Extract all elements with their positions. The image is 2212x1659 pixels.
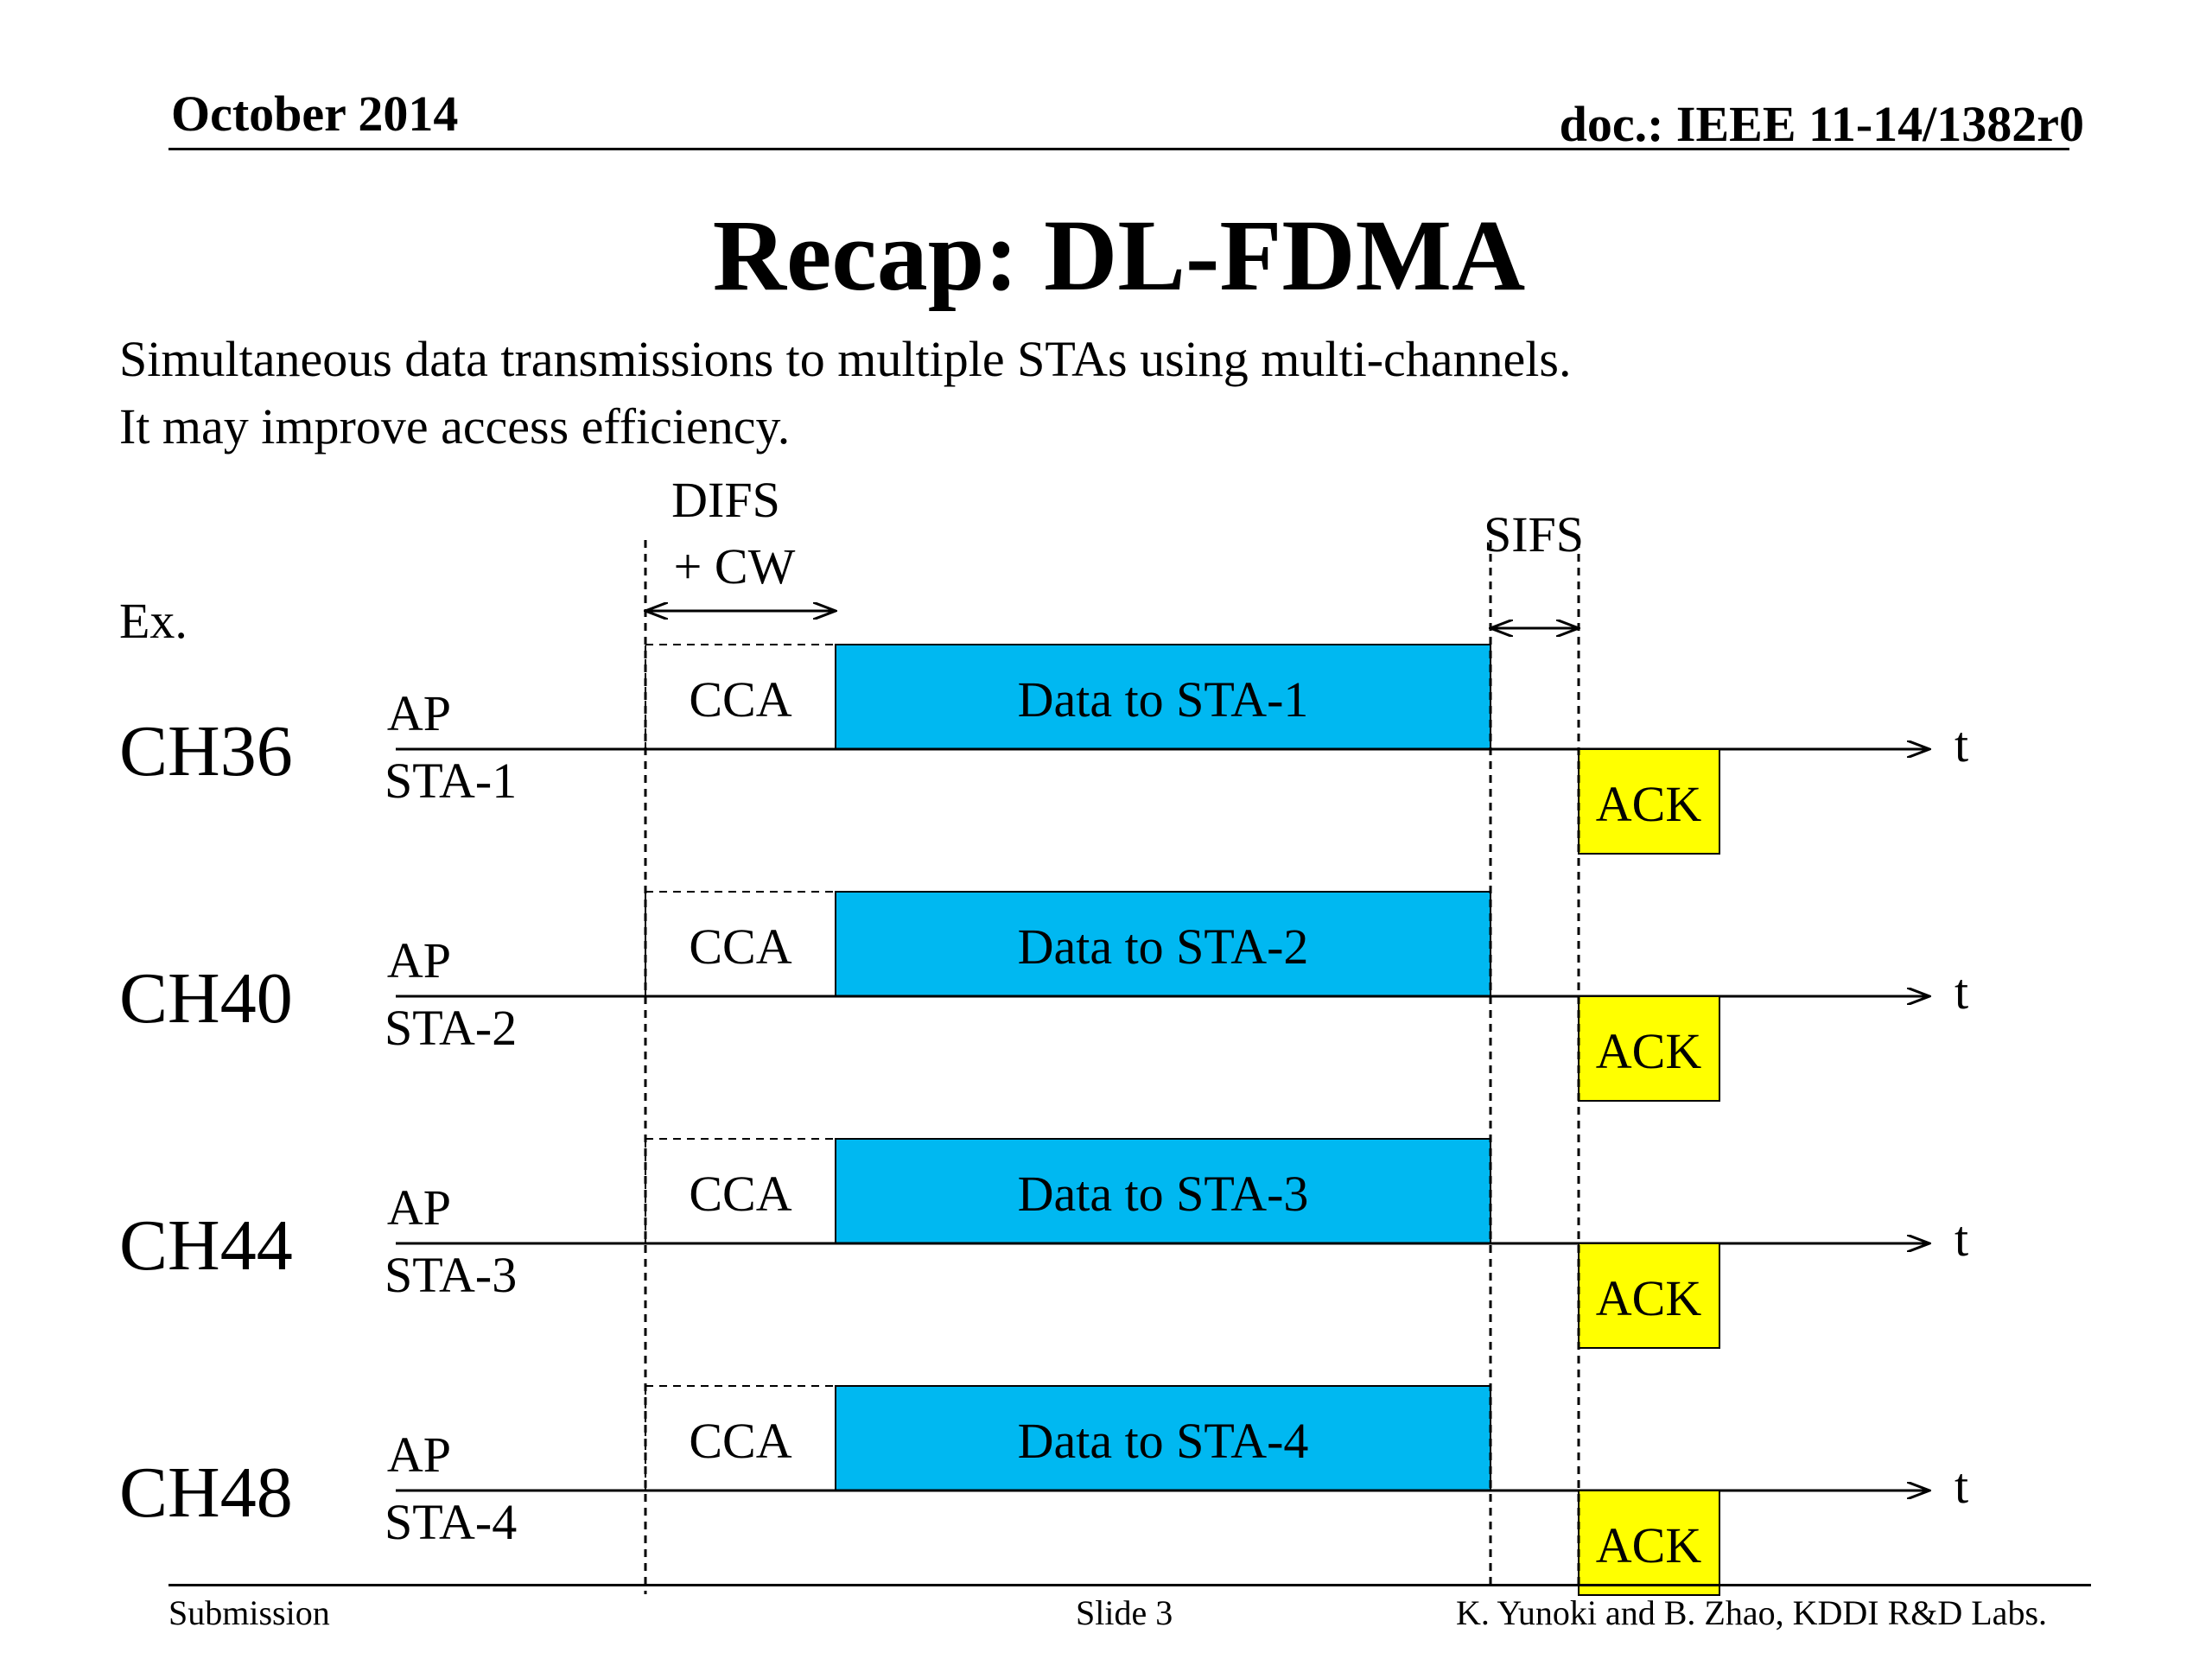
time-axis-label: t	[1955, 1458, 1968, 1514]
sta-label: STA-3	[385, 1247, 517, 1303]
data-frame-block	[835, 1138, 1491, 1244]
body-text-line-1: Simultaneous data transmissions to multi…	[119, 331, 1572, 387]
data-frame-label: Data to STA-2	[1018, 918, 1309, 975]
ack-label: ACK	[1596, 1023, 1702, 1079]
sta-label: STA-1	[385, 753, 517, 809]
channel-label: CH36	[119, 711, 293, 791]
data-frame-label: Data to STA-3	[1018, 1166, 1309, 1222]
sifs-label: SIFS	[1484, 506, 1584, 563]
ack-label: ACK	[1596, 776, 1702, 832]
header-doc-id: doc.: IEEE 11-14/1382r0	[1559, 96, 2084, 152]
ap-label: AP	[387, 1179, 451, 1236]
ack-block	[1578, 995, 1720, 1102]
sta-label: STA-4	[385, 1494, 517, 1550]
slide-title: Recap: DL-FDMA	[712, 199, 1526, 312]
ack-label: ACK	[1596, 1270, 1702, 1326]
footer-authors: K. Yunoki and B. Zhao, KDDI R&D Labs.	[1456, 1593, 2048, 1632]
difs-label-line-1: DIFS	[671, 472, 780, 528]
ap-label: AP	[387, 685, 451, 741]
data-frame-block	[835, 644, 1491, 750]
data-frame-label: Data to STA-1	[1018, 671, 1309, 728]
time-axis-label: t	[1955, 1211, 1968, 1267]
footer-divider	[168, 1584, 2091, 1586]
ack-label: ACK	[1596, 1517, 1702, 1573]
data-frame-label: Data to STA-4	[1018, 1413, 1309, 1469]
ack-block	[1578, 1490, 1720, 1596]
example-label: Ex.	[119, 593, 188, 649]
channel-label: CH48	[119, 1452, 293, 1533]
ack-block	[1578, 1243, 1720, 1349]
ap-label: AP	[387, 1427, 451, 1483]
header-date: October 2014	[171, 86, 459, 142]
header-divider	[168, 148, 2069, 150]
time-axis-label: t	[1955, 963, 1968, 1020]
difs-label-line-2: + CW	[674, 538, 796, 594]
data-frame-block	[835, 891, 1491, 997]
cca-label: CCA	[689, 1166, 791, 1222]
time-axis-label: t	[1955, 716, 1968, 772]
ap-label: AP	[387, 932, 451, 988]
channel-label: CH44	[119, 1205, 293, 1286]
body-text-line-2: It may improve access efficiency.	[119, 398, 791, 454]
cca-label: CCA	[689, 1413, 791, 1469]
footer-submission: Submission	[168, 1593, 330, 1632]
ack-block	[1578, 748, 1720, 855]
sta-label: STA-2	[385, 1000, 517, 1056]
channel-label: CH40	[119, 958, 293, 1039]
footer-slide-number: Slide 3	[1076, 1593, 1173, 1632]
cca-label: CCA	[689, 918, 791, 975]
cca-label: CCA	[689, 671, 791, 728]
data-frame-block	[835, 1385, 1491, 1491]
